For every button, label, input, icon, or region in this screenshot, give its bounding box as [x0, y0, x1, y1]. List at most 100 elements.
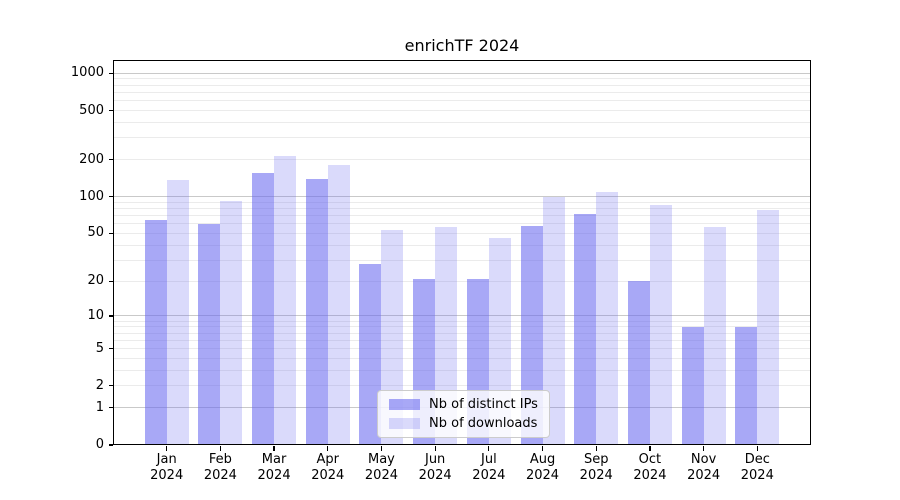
gridline-minor — [113, 78, 811, 80]
x-tick-year: 2024 — [150, 467, 184, 483]
x-tick-month: Dec — [744, 452, 770, 467]
bar-nb-of-distinct-ips-may — [359, 263, 382, 445]
x-tick-mark — [434, 446, 436, 451]
legend-label-distinct-ips: Nb of distinct IPs — [429, 397, 538, 412]
x-axis-tick-label: Dec 2024 — [730, 452, 784, 483]
x-axis-tick-label: Nov 2024 — [677, 452, 731, 483]
bar-nb-of-distinct-ips-apr — [305, 178, 328, 445]
x-tick-month: Oct — [638, 452, 662, 467]
bar-nb-of-distinct-ips-dec — [735, 326, 758, 445]
x-tick-year: 2024 — [633, 467, 667, 483]
y-axis-tick-label: 5 — [95, 340, 104, 356]
y-axis-tick-label: 1000 — [70, 65, 104, 81]
x-axis-tick-label: Apr 2024 — [301, 452, 355, 483]
x-axis-tick-label: Jan 2024 — [140, 452, 194, 483]
x-tick-month: Jun — [424, 452, 446, 467]
bar-nb-of-distinct-ips-feb — [198, 223, 221, 445]
legend-swatch-downloads-icon — [389, 418, 420, 429]
y-tick-mark — [108, 315, 113, 317]
x-tick-month: Feb — [208, 452, 232, 467]
y-tick-mark — [108, 196, 113, 198]
y-tick-mark — [108, 72, 113, 74]
x-tick-mark — [703, 446, 705, 451]
gridline-minor — [113, 159, 811, 161]
gridline-major — [113, 72, 811, 74]
bar-nb-of-distinct-ips-mar — [252, 173, 275, 445]
bar-nb-of-distinct-ips-sep — [574, 214, 597, 445]
y-axis-tick-label: 0 — [95, 437, 104, 452]
x-axis-tick-label: Jun 2024 — [408, 452, 462, 483]
x-tick-mark — [488, 446, 490, 451]
x-axis-tick-label: Mar 2024 — [247, 452, 301, 483]
legend: Nb of distinct IPs Nb of downloads — [377, 390, 550, 438]
chart-title: enrichTF 2024 — [404, 36, 520, 55]
bar-nb-of-distinct-ips-jan — [144, 219, 167, 445]
x-tick-mark — [166, 446, 168, 451]
x-tick-mark — [595, 446, 597, 451]
x-axis-tick-label: Jul 2024 — [462, 452, 516, 483]
x-tick-month: Mar — [261, 452, 287, 467]
x-tick-mark — [649, 446, 651, 451]
legend-item-distinct-ips: Nb of distinct IPs — [389, 396, 538, 413]
x-tick-mark — [327, 446, 329, 451]
x-tick-year: 2024 — [203, 467, 237, 483]
bar-nb-of-downloads-sep — [596, 191, 619, 445]
y-tick-mark — [108, 109, 113, 112]
gridline-minor — [113, 91, 811, 93]
gridline-minor — [113, 215, 811, 217]
gridline-minor — [113, 84, 811, 86]
x-axis-tick-label: Feb 2024 — [193, 452, 247, 483]
bar-nb-of-downloads-mar — [274, 155, 297, 445]
y-tick-mark — [108, 385, 113, 387]
x-tick-month: May — [368, 452, 395, 467]
x-tick-mark — [756, 446, 758, 451]
legend-item-downloads: Nb of downloads — [389, 415, 538, 432]
legend-label-downloads: Nb of downloads — [429, 416, 538, 431]
x-tick-year: 2024 — [472, 467, 506, 483]
y-tick-mark — [108, 444, 113, 446]
y-axis-tick-label: 500 — [79, 102, 104, 118]
x-tick-month: Sep — [583, 452, 609, 467]
gridline-minor — [113, 201, 811, 203]
x-tick-year: 2024 — [311, 467, 345, 483]
gridline-minor — [113, 110, 811, 112]
y-tick-mark — [108, 280, 113, 282]
y-tick-mark — [108, 159, 113, 161]
gridline-minor — [113, 100, 811, 102]
x-tick-month: Apr — [316, 452, 340, 467]
y-axis-tick-label: 50 — [87, 225, 104, 241]
gridline-minor — [113, 122, 811, 124]
bar-nb-of-downloads-dec — [757, 209, 780, 445]
y-axis-tick-label: 1 — [95, 399, 104, 415]
bar-nb-of-distinct-ips-nov — [681, 326, 704, 445]
x-tick-year: 2024 — [687, 467, 721, 483]
x-tick-mark — [541, 446, 544, 451]
x-tick-mark — [273, 446, 275, 451]
gridline-minor — [113, 208, 811, 210]
x-axis-tick-label: Sep 2024 — [569, 452, 623, 483]
y-tick-mark — [108, 232, 113, 235]
x-axis-tick-label: Oct 2024 — [623, 452, 677, 483]
y-axis-tick-label: 10 — [87, 307, 104, 323]
x-tick-month: Jan — [156, 452, 177, 467]
gridline-major — [113, 196, 811, 198]
bar-nb-of-downloads-jan — [166, 179, 189, 445]
y-axis-tick-label: 100 — [79, 188, 104, 204]
y-axis-tick-label: 200 — [79, 151, 104, 167]
legend-swatch-distinct-ips-icon — [389, 399, 420, 410]
x-axis-tick-label: May 2024 — [354, 452, 408, 483]
x-tick-year: 2024 — [525, 467, 560, 483]
x-tick-month: Aug — [529, 452, 556, 467]
x-tick-mark — [380, 446, 383, 451]
bar-nb-of-downloads-oct — [649, 205, 672, 445]
x-tick-mark — [219, 446, 221, 451]
bar-nb-of-downloads-aug — [542, 196, 565, 445]
x-tick-year: 2024 — [364, 467, 398, 483]
x-tick-year: 2024 — [418, 467, 452, 483]
y-tick-mark — [108, 407, 113, 409]
y-axis-tick-label: 20 — [87, 273, 104, 289]
gridline-minor — [113, 137, 811, 139]
bar-nb-of-downloads-nov — [703, 226, 726, 445]
bar-nb-of-downloads-feb — [220, 201, 243, 445]
